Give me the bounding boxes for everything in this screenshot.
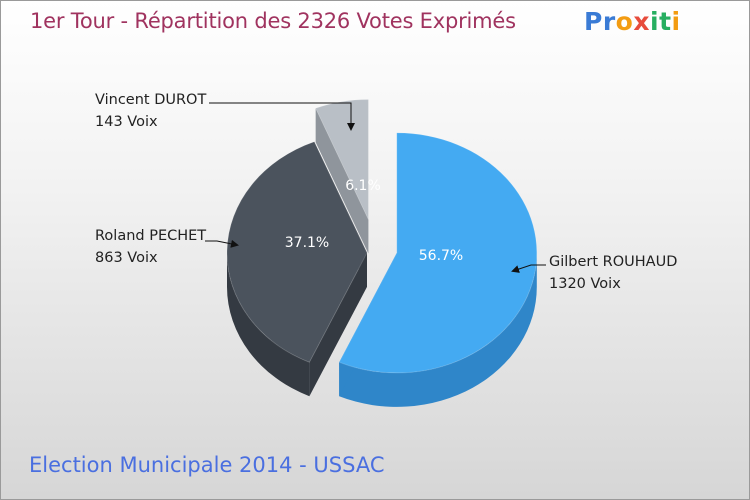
logo-letter: x <box>633 7 650 36</box>
logo-letter: r <box>602 7 616 36</box>
leader-line-pechet <box>205 239 239 248</box>
leader-line-rouhaud <box>511 264 546 273</box>
label-durot-name: Vincent DUROT <box>95 92 207 108</box>
label-rouhaud: Gilbert ROUHAUD 1320 Voix <box>549 251 677 295</box>
slice-rim <box>227 252 310 397</box>
label-rouhaud-name: Gilbert ROUHAUD <box>549 254 678 270</box>
percent-label-durot: 6.1% <box>345 178 381 194</box>
label-pechet: Roland PECHET 863 Voix <box>95 225 206 269</box>
proxiti-logo[interactable]: Proxiti <box>584 7 681 36</box>
slice-rim <box>339 252 537 407</box>
logo-letter: t <box>659 7 672 36</box>
leader-line-durot <box>209 102 355 131</box>
chart-subtitle: Election Municipale 2014 - USSAC <box>29 453 385 477</box>
slice-side-durot <box>315 108 369 254</box>
label-rouhaud-votes: 1320 Voix <box>549 276 621 292</box>
slice-wall <box>315 108 369 254</box>
pie-slice-durot[interactable] <box>314 98 369 220</box>
label-durot-votes: 143 Voix <box>95 114 158 130</box>
percent-label-rouhaud: 56.7% <box>419 248 463 264</box>
logo-letter: o <box>615 7 634 36</box>
pie-slice-rouhaud[interactable] <box>338 132 538 374</box>
label-pechet-votes: 863 Voix <box>95 250 158 266</box>
chart-title: 1er Tour - Répartition des 2326 Votes Ex… <box>30 9 516 33</box>
label-durot: Vincent DUROT 143 Voix <box>95 89 206 133</box>
slice-wall <box>309 252 368 397</box>
percent-label-pechet: 37.1% <box>285 235 329 251</box>
logo-letter: i <box>671 7 681 36</box>
logo-letter: P <box>584 7 603 36</box>
logo-letter: i <box>650 7 660 36</box>
label-pechet-name: Roland PECHET <box>95 228 207 244</box>
pie-slice-pechet[interactable] <box>226 141 368 363</box>
